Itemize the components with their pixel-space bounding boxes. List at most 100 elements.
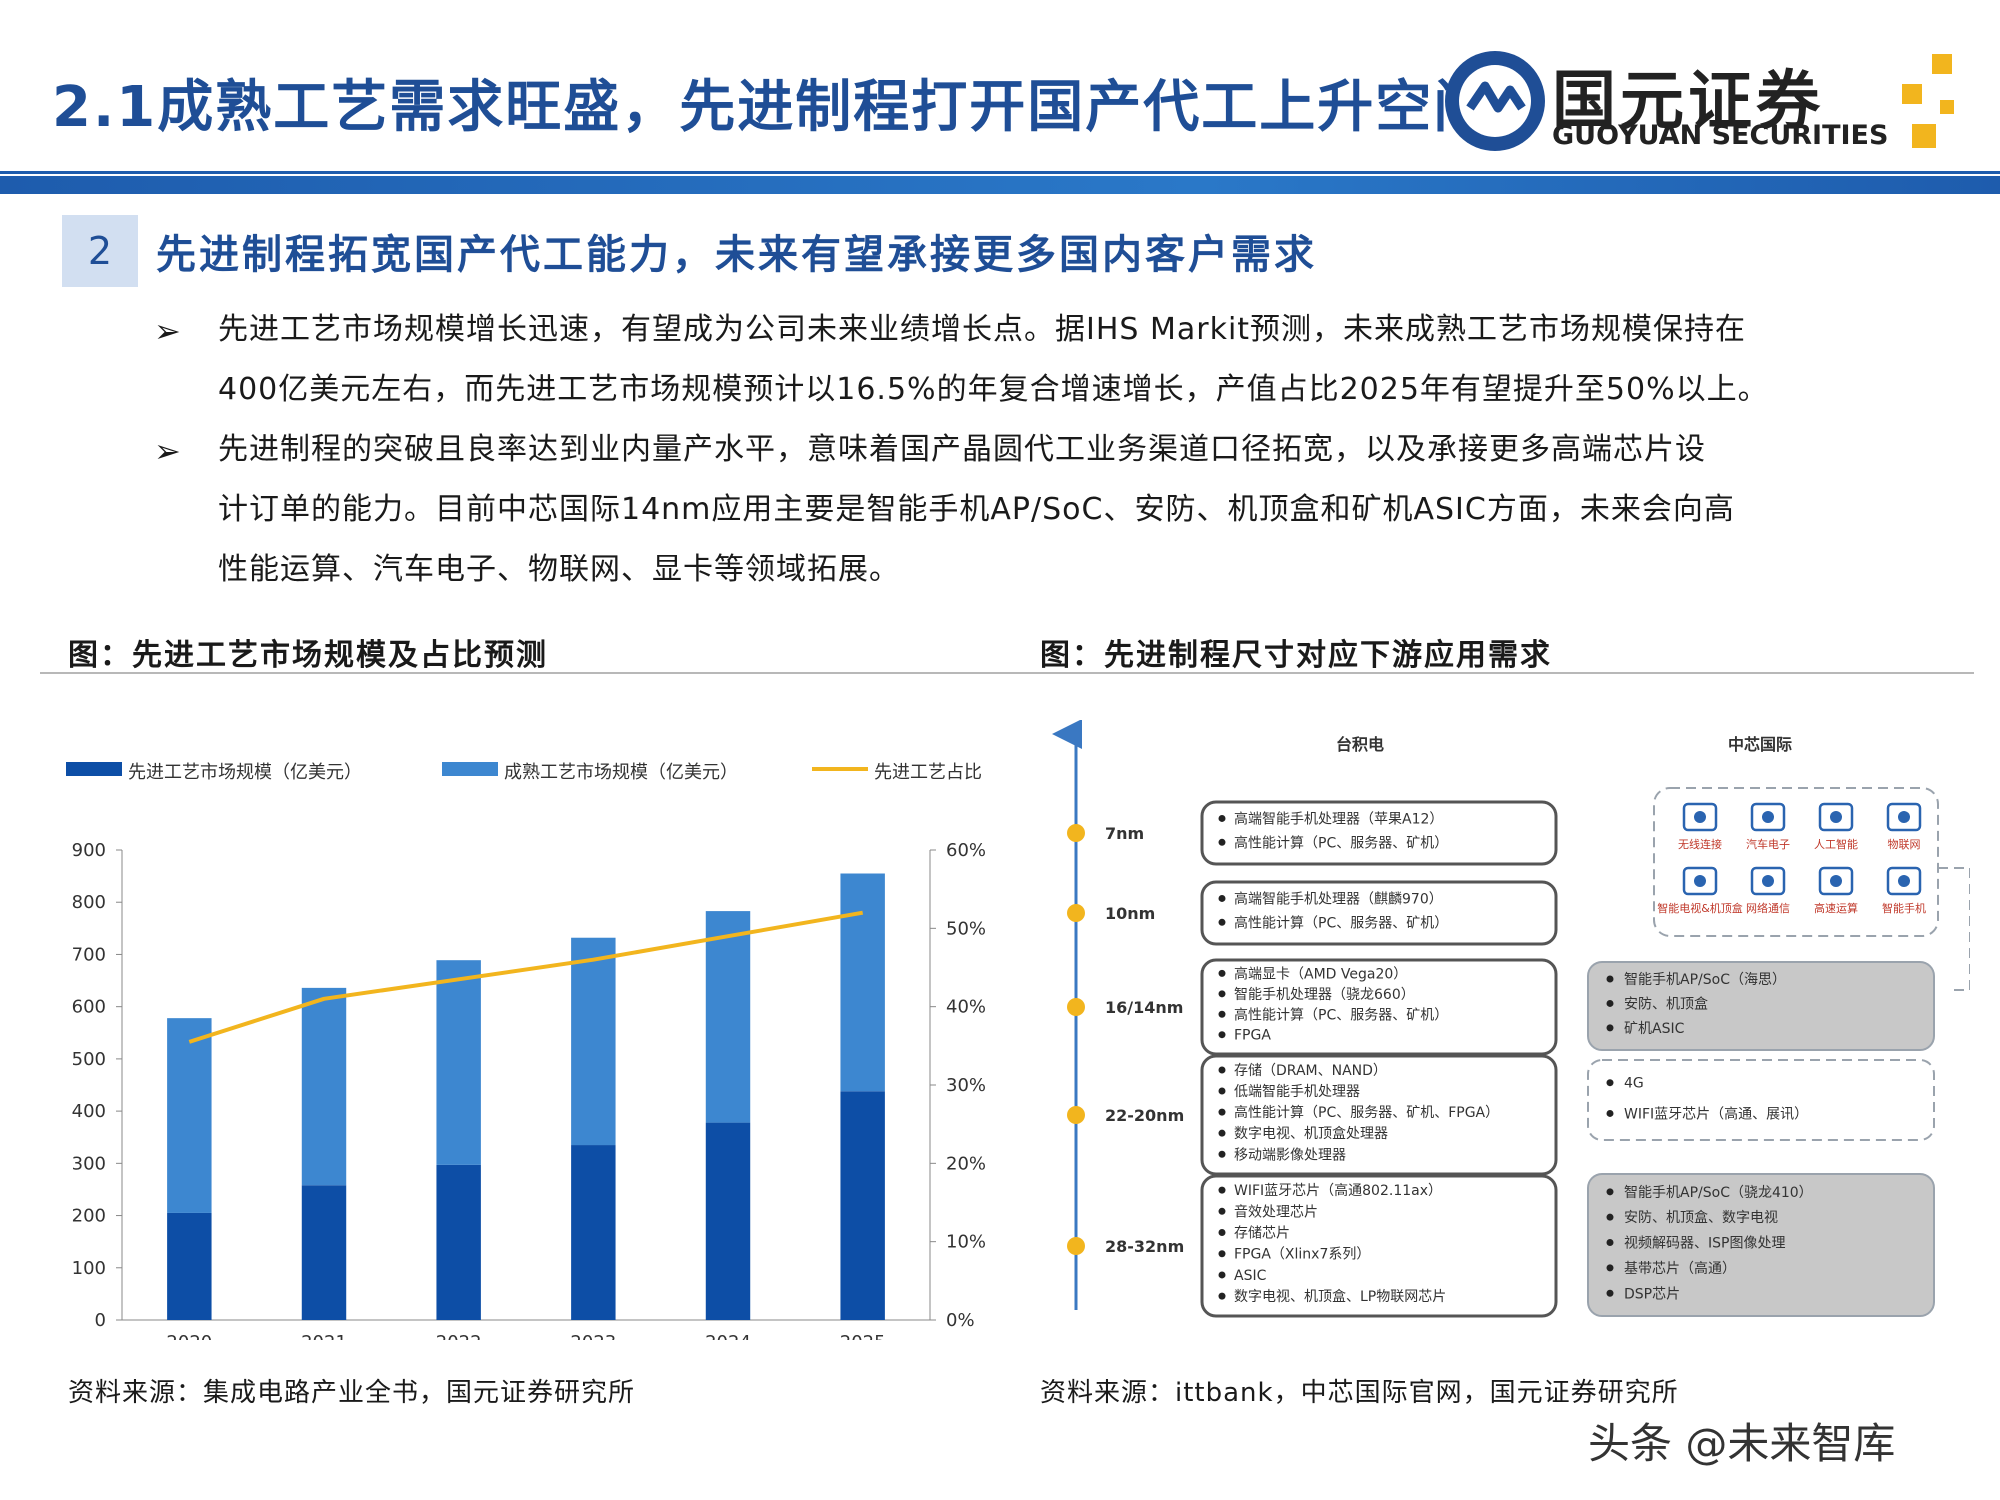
smic-app-item: DSP芯片 (1624, 1286, 1680, 1302)
tsmc-app-item: 高性能计算（PC、服务器、矿机） (1234, 834, 1448, 851)
bar-advanced (840, 1091, 885, 1320)
car-icon-shape (1750, 802, 1786, 832)
tsmc-app-box (1200, 958, 1558, 1056)
bar-advanced (301, 1185, 347, 1320)
tsmc-app-box (1200, 880, 1558, 946)
tsmc-app-item: FPGA (1234, 1028, 1271, 1044)
tsmc-app-item: 高端智能手机处理器（苹果A12） (1234, 810, 1443, 827)
smic-app-item: 安防、机顶盒 (1624, 995, 1708, 1012)
future-icon-label: 汽车电子 (1746, 837, 1790, 851)
process-node-diagram: 台积电 中芯国际 7nm 高端智能手机处理器（苹果A12） 高性能计算（PC、服务器… (1052, 720, 1970, 1318)
smic-app-item: 基带芯片（高通） (1624, 1260, 1736, 1277)
section-number: 2 (87, 229, 113, 273)
item-bullet (1218, 969, 1226, 977)
item-bullet (1218, 1207, 1226, 1215)
legend-swatch-advanced (66, 762, 122, 776)
smic-app-box (1587, 961, 1935, 1051)
item-bullet (1218, 1250, 1226, 1258)
figure-left-source: 资料来源：集成电路产业全书，国元证券研究所 (68, 1378, 636, 1408)
legend-swatch-mature (442, 762, 498, 776)
node-dot (1067, 824, 1085, 842)
x-tick-label: 2020 (166, 1332, 212, 1340)
bullet-2-line-1: 先进制程的突破且良率达到业内量产水平，意味着国产晶圆代工业务渠道口径拓宽，以及承… (218, 432, 1706, 467)
item-bullet (1218, 838, 1226, 846)
tsmc-app-item: 高性能计算（PC、服务器、矿机） (1234, 914, 1448, 931)
tsmc-app-item: 高性能计算（PC、服务器、矿机、FPGA） (1234, 1104, 1499, 1121)
monitor-icon-shape (1682, 866, 1718, 896)
column-header-tsmc: 台积电 (1336, 735, 1384, 754)
bullet-1-line-1: 先进工艺市场规模增长迅速，有望成为公司未来业绩增长点。据IHS Markit预测… (218, 312, 1747, 347)
y2-tick-label: 50% (946, 918, 986, 939)
bar-mature (571, 937, 616, 1146)
item-bullet (1606, 1024, 1614, 1032)
bar-advanced (436, 1164, 481, 1320)
node-label: 10nm (1105, 904, 1155, 923)
future-icon-label: 物联网 (1888, 837, 1921, 851)
item-bullet (1606, 1079, 1614, 1087)
smic-app-item: 视频解码器、ISP图像处理 (1624, 1236, 1785, 1252)
bar-mature (705, 911, 751, 1123)
tsmc-app-item: 存储（DRAM、NAND） (1234, 1063, 1387, 1079)
smic-app-item: 智能手机AP/SoC（骁龙410） (1624, 1185, 1813, 1201)
legend-label-share: 先进工艺占比 (874, 762, 982, 783)
brain-icon-shape (1818, 802, 1854, 832)
wireless-icon: 无线连接 (1678, 802, 1722, 851)
smic-app-item: 安防、机顶盒、数字电视 (1624, 1209, 1778, 1226)
phone-icon-shape (1886, 866, 1922, 896)
tsmc-app-box (1200, 1054, 1558, 1176)
tsmc-app-item: 高端智能手机处理器（麒麟970） (1234, 890, 1443, 907)
server-icon: 高速运算 (1814, 866, 1858, 915)
tsmc-app-item: 数字电视、机顶盒、LP物联网芯片 (1234, 1288, 1446, 1305)
future-icon-label: 无线连接 (1678, 837, 1722, 851)
figure-title-divider (40, 672, 1974, 674)
tsmc-app-item: 音效处理芯片 (1234, 1203, 1318, 1220)
bullet-1-line-2: 400亿美元左右，而先进工艺市场规模预计以16.5%的年复合增速增长，产值占比2… (218, 372, 1769, 407)
logo-star-icon (1902, 54, 1954, 148)
y-tick-label: 200 (72, 1206, 106, 1227)
bar-mature (167, 1018, 212, 1213)
tsmc-app-item: 存储芯片 (1234, 1226, 1290, 1242)
server-icon-shape (1818, 866, 1854, 896)
item-bullet (1218, 814, 1226, 822)
tsmc-app-box (1200, 800, 1558, 866)
monitor-icon: 智能电视&机顶盒 (1657, 866, 1743, 915)
tsmc-app-item: 高性能计算（PC、服务器、矿机） (1234, 1006, 1448, 1023)
x-tick-label: 2021 (301, 1332, 347, 1340)
item-bullet (1218, 918, 1226, 926)
monitor-icon-core (1694, 875, 1706, 887)
y-tick-label: 0 (95, 1310, 106, 1331)
node-dot (1067, 998, 1085, 1016)
item-bullet (1218, 1292, 1226, 1300)
item-bullet (1218, 1129, 1226, 1137)
smic-app-box (1587, 1173, 1935, 1317)
item-bullet (1218, 990, 1226, 998)
figure-right-title: 图：先进制程尺寸对应下游应用需求 (1040, 638, 1552, 673)
item-bullet (1606, 1109, 1614, 1117)
item-bullet (1606, 999, 1614, 1007)
future-icon-label: 高速运算 (1814, 901, 1858, 915)
y2-tick-label: 20% (946, 1153, 986, 1174)
chart-legend: 先进工艺市场规模（亿美元） 成熟工艺市场规模（亿美元） 先进工艺占比 (66, 756, 1006, 786)
bar-advanced (571, 1145, 616, 1320)
y2-tick-label: 10% (946, 1232, 986, 1253)
item-bullet (1218, 1010, 1226, 1018)
wireless-icon-core (1694, 811, 1706, 823)
item-bullet (1606, 1188, 1614, 1196)
bar-advanced (167, 1212, 212, 1320)
item-bullet (1218, 894, 1226, 902)
tsmc-app-item: 数字电视、机顶盒处理器 (1234, 1125, 1388, 1142)
bullet-arrow-icon: ➢ (154, 312, 181, 350)
legend-label-advanced: 先进工艺市场规模（亿美元） (128, 762, 362, 783)
tsmc-app-box (1200, 1174, 1558, 1318)
figure-right-source: 资料来源：ittbank，中芯国际官网，国元证券研究所 (1040, 1378, 1679, 1408)
item-bullet (1606, 975, 1614, 983)
x-tick-label: 2023 (570, 1332, 616, 1340)
bar-mature (301, 987, 347, 1186)
legend-swatch-share (812, 767, 868, 771)
item-bullet (1218, 1186, 1226, 1194)
tsmc-app-item: WIFI蓝牙芯片（高通802.11ax） (1234, 1182, 1442, 1199)
car-icon-core (1762, 811, 1774, 823)
item-bullet (1606, 1264, 1614, 1272)
future-icon-label: 网络通信 (1746, 901, 1790, 915)
tsmc-app-item: 智能手机处理器（骁龙660） (1234, 987, 1415, 1003)
